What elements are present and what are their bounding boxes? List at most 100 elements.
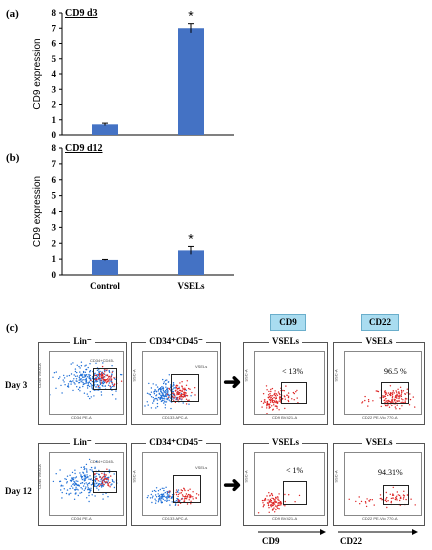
scatter-point bbox=[173, 387, 175, 389]
scatter-point bbox=[73, 483, 75, 485]
scatter-point bbox=[75, 378, 78, 380]
scatter-point bbox=[94, 381, 96, 383]
scatter-point bbox=[70, 381, 73, 383]
x-axis-label: CD133 APC-A bbox=[162, 516, 188, 521]
plot-area: CD34+CD45- bbox=[48, 351, 130, 415]
scatter-point bbox=[72, 478, 74, 480]
scatter-cd133-day3 bbox=[144, 374, 196, 410]
scatter-point bbox=[155, 384, 157, 386]
facs-cd34cd45-day12: CD34⁺CD45⁻ VSELs CD133 APC-A SSC-A bbox=[131, 437, 221, 526]
scatter-point bbox=[173, 384, 175, 386]
scatter-point bbox=[167, 396, 170, 398]
scatter-point bbox=[390, 497, 393, 500]
scatter-point bbox=[91, 494, 93, 496]
scatter-point bbox=[78, 379, 80, 381]
scatter-point bbox=[269, 401, 272, 403]
y-axis-label: SSC-A bbox=[131, 369, 137, 382]
scatter-point bbox=[176, 394, 178, 396]
scatter-point bbox=[60, 485, 62, 487]
scatter-point bbox=[271, 509, 274, 511]
scatter-point bbox=[179, 492, 181, 494]
scatter-point bbox=[192, 498, 194, 500]
scatter-point bbox=[153, 399, 155, 401]
scatter-point bbox=[405, 498, 407, 501]
scatter-point bbox=[389, 401, 391, 403]
scatter-point bbox=[94, 467, 96, 470]
scatter-point bbox=[104, 474, 106, 476]
scatter-point bbox=[172, 391, 175, 393]
scatter-point bbox=[95, 386, 97, 388]
scatter-point bbox=[175, 500, 178, 502]
scatter-point bbox=[114, 378, 116, 380]
scatter-point bbox=[177, 392, 179, 395]
scatter-point bbox=[364, 501, 367, 503]
scatter-point bbox=[103, 376, 106, 378]
scatter-point bbox=[403, 490, 405, 492]
scatter-point bbox=[98, 377, 100, 380]
scatter-point bbox=[384, 392, 386, 394]
scatter-point bbox=[274, 405, 277, 407]
scatter-point bbox=[271, 400, 274, 402]
scatter-point bbox=[358, 496, 360, 498]
scatter-point bbox=[96, 380, 99, 382]
x-axis-label: CD34 PE-A bbox=[71, 516, 92, 521]
scatter-point bbox=[80, 474, 82, 476]
scatter-point bbox=[109, 385, 111, 387]
scatter-point bbox=[62, 379, 64, 381]
panel-label-a: (a) bbox=[6, 8, 19, 20]
scatter-point bbox=[76, 488, 78, 490]
scatter-point bbox=[278, 508, 280, 510]
scatter-point bbox=[185, 498, 188, 500]
scatter-point bbox=[151, 501, 153, 504]
scatter-point bbox=[146, 392, 149, 394]
scatter-point bbox=[283, 390, 285, 392]
scatter-point bbox=[166, 495, 169, 497]
scatter-point bbox=[88, 478, 90, 480]
scatter-point bbox=[384, 404, 387, 407]
scatter-point bbox=[66, 481, 68, 483]
scatter-point bbox=[277, 499, 279, 501]
scatter-point bbox=[90, 466, 93, 469]
scatter-point bbox=[395, 498, 397, 501]
scatter-point bbox=[376, 390, 379, 392]
scatter-point bbox=[165, 393, 167, 395]
scatter-point bbox=[164, 404, 167, 406]
scatter-point bbox=[85, 463, 88, 466]
scatter-point bbox=[385, 401, 387, 403]
scatter-point bbox=[392, 493, 394, 495]
scatter-point bbox=[272, 409, 274, 411]
scatter-point bbox=[91, 479, 94, 482]
scatter-point bbox=[108, 370, 110, 372]
scatter-point bbox=[76, 364, 78, 366]
bar-chart-cd9-d3: 0 1 2 3 4 5 6 7 8 CD9 d3 CD9 expression * bbox=[32, 8, 234, 140]
scatter-point bbox=[389, 392, 392, 395]
scatter-point bbox=[185, 389, 187, 391]
scatter-point bbox=[163, 396, 166, 398]
scatter-point bbox=[91, 377, 94, 380]
scatter-point bbox=[400, 395, 402, 397]
scatter-point bbox=[169, 504, 171, 506]
scatter-point bbox=[269, 495, 271, 497]
scatter-point bbox=[69, 474, 71, 476]
scatter-point bbox=[86, 374, 88, 376]
scatter-point bbox=[277, 496, 279, 498]
scatter-point bbox=[195, 497, 197, 499]
scatter-point bbox=[288, 494, 290, 496]
scatter-point bbox=[184, 497, 186, 500]
bar-vsels bbox=[178, 250, 204, 275]
scatter-point bbox=[74, 481, 76, 484]
scatter-point bbox=[391, 395, 394, 397]
scatter-point bbox=[271, 502, 273, 504]
scatter-point bbox=[104, 385, 106, 387]
scatter-point bbox=[165, 486, 167, 488]
scatter-point bbox=[295, 391, 297, 393]
scatter-point bbox=[82, 485, 85, 487]
scatter-point bbox=[403, 496, 405, 498]
scatter-point bbox=[162, 378, 164, 381]
scatter-point bbox=[157, 493, 159, 495]
y-tick-label: 7 bbox=[52, 23, 57, 33]
x-axis-label: CD133 APC-A bbox=[162, 415, 188, 420]
scatter-point bbox=[178, 397, 181, 400]
scatter-point bbox=[391, 392, 394, 394]
scatter-point bbox=[161, 497, 163, 499]
